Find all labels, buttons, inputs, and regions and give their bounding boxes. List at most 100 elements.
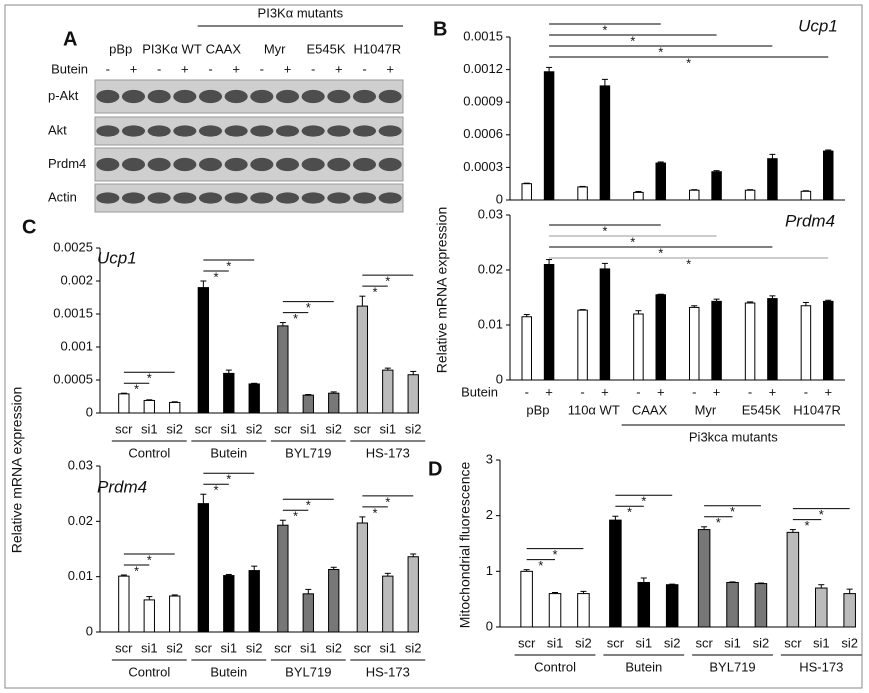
bar: [169, 595, 181, 633]
x-tick-label: scr: [274, 640, 292, 655]
treatment-level: -: [260, 61, 264, 76]
treatment-label: Butein: [51, 61, 88, 76]
treatment-level: -: [311, 61, 315, 76]
x-tick-label: si1: [635, 635, 652, 650]
treatment-level: +: [232, 61, 240, 76]
x-tick-label: si2: [246, 640, 263, 655]
treatment-level: -: [106, 61, 110, 76]
bar: [823, 300, 834, 381]
significance-mark: *: [686, 256, 691, 271]
bar: [655, 294, 666, 381]
lane-group-label: pBp: [109, 41, 132, 56]
bar: [609, 519, 622, 628]
x-tick-label: si1: [813, 635, 830, 650]
bar: [277, 325, 289, 414]
treatment-level: -: [208, 61, 212, 76]
significance-mark: *: [226, 258, 231, 273]
group-label: HS-173: [366, 445, 410, 460]
significance-mark: *: [385, 274, 390, 289]
treatment-level: +: [284, 61, 292, 76]
band: [96, 157, 120, 172]
group-label: BYL719: [709, 659, 755, 674]
series-level-label: +: [824, 384, 832, 399]
lane-group-label: PI3Kα WT: [142, 41, 202, 56]
bar: [754, 583, 768, 628]
group-label: Pi3kca mutants: [689, 429, 778, 444]
x-tick-label: si2: [325, 421, 342, 436]
bar: [599, 268, 611, 381]
y-tick-label: 0.0015: [53, 305, 93, 320]
band: [352, 192, 377, 204]
bar: [248, 383, 260, 414]
group-label: Control: [128, 664, 170, 679]
bar: [697, 529, 711, 628]
x-tick-label: si2: [166, 640, 183, 655]
band: [352, 157, 377, 172]
x-tick-label: si2: [753, 635, 770, 650]
treatment-level: +: [130, 61, 138, 76]
y-tick-label: 0.0005: [53, 371, 93, 386]
significance-mark: *: [373, 505, 378, 520]
y-tick-label: 0.0003: [463, 159, 503, 174]
bar: [577, 186, 588, 201]
significance-mark: *: [552, 547, 557, 562]
bar: [655, 162, 666, 201]
blot-strip: [94, 79, 404, 114]
blot-strip: [94, 116, 404, 146]
significance-mark: *: [147, 371, 152, 386]
significance-mark: *: [134, 382, 139, 397]
bar: [711, 171, 722, 201]
band: [378, 192, 402, 204]
bar: [277, 524, 289, 633]
bar: [577, 593, 590, 628]
band: [378, 125, 402, 137]
band: [198, 192, 223, 204]
group-label: Control: [128, 445, 170, 460]
band: [301, 125, 325, 137]
significance-mark: *: [819, 507, 824, 522]
bar: [633, 313, 644, 381]
x-tick-label: scr: [784, 635, 802, 650]
series-level-label: +: [601, 384, 609, 399]
bar: [800, 190, 812, 201]
bar: [577, 309, 588, 381]
bar: [726, 581, 739, 628]
x-tick-label: si2: [575, 635, 592, 650]
significance-mark: *: [306, 300, 311, 315]
band: [301, 89, 325, 104]
bar: [599, 85, 611, 201]
bar: [356, 522, 369, 633]
significance-mark: *: [293, 311, 298, 326]
band: [352, 89, 377, 104]
bar: [689, 306, 700, 381]
significance-mark: *: [134, 563, 139, 578]
bar: [744, 189, 756, 201]
group-label: Control: [534, 659, 576, 674]
band: [173, 157, 197, 172]
band: [198, 157, 223, 172]
x-tick-label: scr: [115, 421, 133, 436]
significance-mark: *: [226, 472, 231, 487]
bar: [382, 369, 394, 414]
band: [301, 192, 325, 204]
x-tick-label: scr: [354, 421, 372, 436]
bar: [223, 372, 235, 414]
band: [121, 192, 146, 204]
frame: [4, 4, 863, 689]
bar: [665, 584, 679, 628]
blot-header: PI3Kα mutants: [258, 5, 344, 20]
treatment-level: +: [181, 61, 189, 76]
bar: [548, 593, 562, 628]
series-level-label: -: [804, 384, 808, 399]
y-tick-label: 0.01: [68, 568, 93, 583]
band: [198, 89, 223, 104]
significance-mark: *: [630, 33, 635, 48]
x-tick-label: si2: [405, 640, 422, 655]
blot-strip: [94, 147, 404, 182]
band: [96, 192, 120, 204]
x-tick-label: si2: [664, 635, 681, 650]
significance-mark: *: [293, 509, 298, 524]
lane-group-label: E545K: [306, 41, 345, 56]
y-tick-label: 1: [486, 563, 493, 578]
